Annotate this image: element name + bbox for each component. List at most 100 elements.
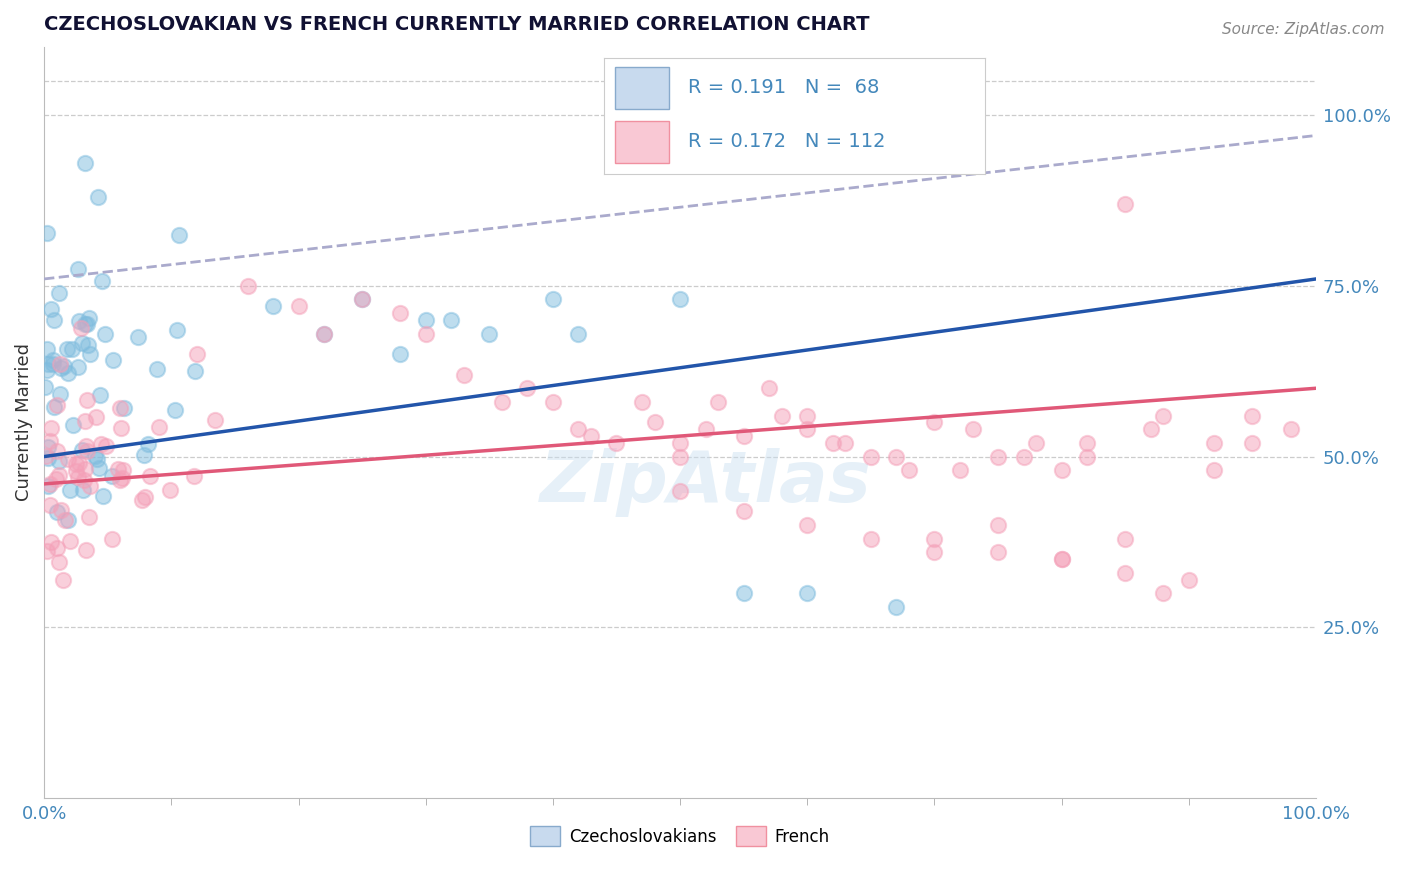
Point xyxy=(287,299,309,313)
Point xyxy=(134,448,156,462)
Point xyxy=(46,444,69,458)
Point xyxy=(644,416,666,430)
Point xyxy=(1050,552,1073,566)
Point xyxy=(924,545,946,559)
Point xyxy=(352,293,374,307)
Point xyxy=(76,392,98,407)
Point xyxy=(669,450,692,464)
Point xyxy=(37,450,59,465)
Point xyxy=(76,338,98,352)
Point xyxy=(90,274,112,288)
Point xyxy=(898,463,921,477)
Point xyxy=(37,362,59,376)
Point xyxy=(76,543,98,558)
Point xyxy=(796,409,818,423)
Point xyxy=(75,438,97,452)
Point xyxy=(35,449,58,463)
Point xyxy=(42,352,65,367)
Point xyxy=(73,414,96,428)
Point xyxy=(389,306,412,320)
Point xyxy=(262,299,284,313)
Point xyxy=(567,422,589,436)
Point xyxy=(796,517,818,532)
Point xyxy=(48,454,70,468)
Point xyxy=(48,555,70,569)
Point xyxy=(49,360,72,375)
Point xyxy=(70,443,93,458)
Point xyxy=(1279,422,1302,436)
Point xyxy=(987,545,1010,559)
Point xyxy=(73,156,96,170)
Point xyxy=(1025,436,1047,450)
Point xyxy=(770,409,793,423)
Point xyxy=(73,473,96,487)
Point xyxy=(167,228,190,243)
Point xyxy=(103,353,125,368)
Point xyxy=(884,599,907,614)
Point xyxy=(312,326,335,341)
Point xyxy=(1076,450,1098,464)
Y-axis label: Currently Married: Currently Married xyxy=(15,343,32,501)
Point xyxy=(67,470,90,484)
Point xyxy=(733,504,755,518)
Point xyxy=(110,421,132,435)
Point xyxy=(101,533,124,547)
Point xyxy=(516,381,538,395)
Point xyxy=(186,347,208,361)
Point xyxy=(67,359,90,374)
Point xyxy=(66,262,89,277)
Point xyxy=(79,347,101,361)
Point xyxy=(834,436,856,450)
Text: ZipAtlas: ZipAtlas xyxy=(540,448,872,517)
Point xyxy=(579,429,602,443)
Point xyxy=(695,422,717,436)
Point xyxy=(1139,422,1161,436)
Point xyxy=(605,436,627,450)
Point xyxy=(924,416,946,430)
Point xyxy=(733,586,755,600)
Point xyxy=(42,313,65,327)
Point xyxy=(72,483,94,497)
Point xyxy=(478,326,501,341)
Point xyxy=(236,278,259,293)
Point xyxy=(87,190,110,204)
Point xyxy=(89,387,111,401)
Point xyxy=(440,313,463,327)
Point xyxy=(112,401,135,416)
Point xyxy=(1076,436,1098,450)
Point xyxy=(83,449,105,463)
Point xyxy=(859,450,882,464)
Point xyxy=(37,479,59,493)
Point xyxy=(453,368,475,382)
Point xyxy=(39,302,62,317)
Point xyxy=(76,317,98,331)
Point xyxy=(45,505,67,519)
Point xyxy=(145,362,167,376)
Point xyxy=(53,359,76,373)
Point xyxy=(73,462,96,476)
Point xyxy=(1114,532,1136,546)
Point xyxy=(541,293,564,307)
Point xyxy=(166,323,188,337)
Point xyxy=(56,343,79,357)
Point xyxy=(1178,573,1201,587)
Point xyxy=(136,437,159,451)
Point xyxy=(94,439,117,453)
Legend: Czechoslovakians, French: Czechoslovakians, French xyxy=(530,826,830,847)
Point xyxy=(48,286,70,301)
Point xyxy=(669,436,692,450)
Point xyxy=(491,395,513,409)
Point xyxy=(541,395,564,409)
Point xyxy=(758,381,780,395)
Point xyxy=(1152,586,1174,600)
Point xyxy=(148,420,170,434)
Point xyxy=(70,321,93,335)
Point xyxy=(796,586,818,600)
Point xyxy=(110,473,132,487)
Point xyxy=(567,326,589,341)
Point xyxy=(1204,436,1226,450)
Point xyxy=(79,478,101,492)
Point xyxy=(949,463,972,477)
Point xyxy=(1241,436,1264,450)
Point xyxy=(312,326,335,341)
